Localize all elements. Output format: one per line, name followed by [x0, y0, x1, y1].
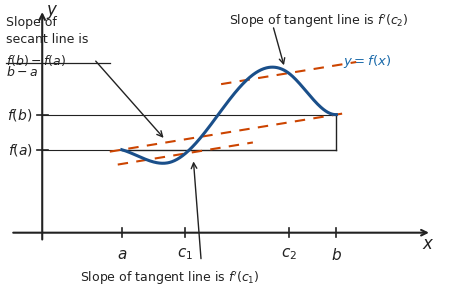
Text: $b$: $b$: [330, 247, 341, 263]
Text: $f(b)$: $f(b)$: [7, 107, 32, 122]
Text: $b - a$: $b - a$: [6, 65, 38, 79]
Text: $c_2$: $c_2$: [280, 247, 296, 263]
Text: Slope of tangent line is $f'(c_2)$: Slope of tangent line is $f'(c_2)$: [229, 12, 408, 30]
Text: Slope of
secant line is: Slope of secant line is: [6, 16, 89, 46]
Text: Slope of tangent line is $f'(c_1)$: Slope of tangent line is $f'(c_1)$: [79, 270, 259, 287]
Text: $f(b) - f(a)$: $f(b) - f(a)$: [6, 53, 66, 68]
Text: $c_1$: $c_1$: [177, 247, 193, 263]
Text: $a$: $a$: [116, 247, 127, 262]
Text: $y = f(x)$: $y = f(x)$: [342, 53, 390, 70]
Text: $y$: $y$: [46, 4, 58, 21]
Text: $f(a)$: $f(a)$: [8, 142, 32, 158]
Text: $x$: $x$: [421, 235, 433, 253]
